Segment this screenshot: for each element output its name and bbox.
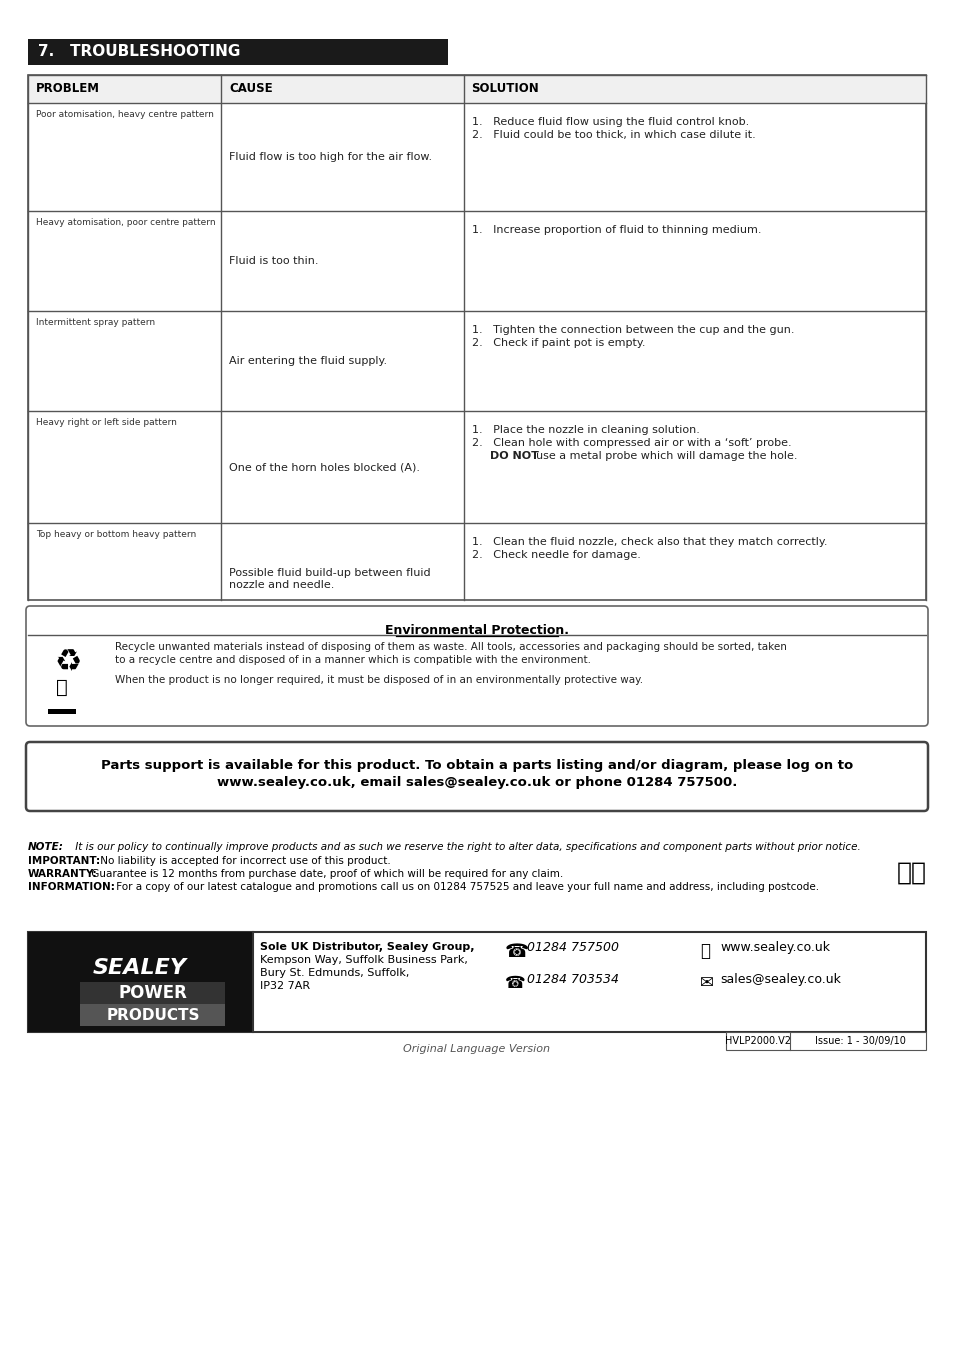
Text: 2.   Check needle for damage.: 2. Check needle for damage. — [471, 549, 639, 560]
Text: Issue: 1 - 30/09/10: Issue: 1 - 30/09/10 — [814, 1035, 904, 1046]
Text: IMPORTANT:: IMPORTANT: — [28, 856, 100, 865]
Text: Kempson Way, Suffolk Business Park,: Kempson Way, Suffolk Business Park, — [260, 954, 467, 965]
Text: No liability is accepted for incorrect use of this product.: No liability is accepted for incorrect u… — [97, 856, 391, 865]
FancyBboxPatch shape — [26, 743, 927, 811]
Bar — [725, 1031, 925, 1050]
Text: Poor atomisation, heavy centre pattern: Poor atomisation, heavy centre pattern — [36, 109, 213, 119]
Text: use a metal probe which will damage the hole.: use a metal probe which will damage the … — [535, 451, 796, 460]
Text: ✉: ✉ — [700, 973, 713, 992]
Text: Intermittent spray pattern: Intermittent spray pattern — [36, 319, 155, 327]
Text: Top heavy or bottom heavy pattern: Top heavy or bottom heavy pattern — [36, 531, 196, 539]
Text: When the product is no longer required, it must be disposed of in an environment: When the product is no longer required, … — [115, 675, 642, 684]
Text: DO NOT: DO NOT — [489, 451, 537, 460]
Text: PRODUCTS: PRODUCTS — [106, 1007, 199, 1022]
Text: Fluid flow is too high for the air flow.: Fluid flow is too high for the air flow. — [229, 153, 432, 162]
Text: NOTE:: NOTE: — [28, 842, 64, 852]
Text: Environmental Protection.: Environmental Protection. — [385, 624, 568, 637]
Bar — [28, 76, 925, 103]
Text: 1.   Place the nozzle in cleaning solution.: 1. Place the nozzle in cleaning solution… — [471, 425, 699, 435]
Text: Air entering the fluid supply.: Air entering the fluid supply. — [229, 356, 387, 366]
Text: One of the horn holes blocked (A).: One of the horn holes blocked (A). — [229, 462, 419, 472]
Text: IP32 7AR: IP32 7AR — [260, 981, 310, 991]
Text: 2.   Check if paint pot is empty.: 2. Check if paint pot is empty. — [471, 338, 644, 348]
Text: PROBLEM: PROBLEM — [36, 82, 100, 96]
Text: 01284 703534: 01284 703534 — [526, 973, 618, 985]
Text: ⛔: ⛔ — [56, 678, 68, 697]
Text: Possible fluid build-up between fluid
nozzle and needle.: Possible fluid build-up between fluid no… — [229, 568, 430, 590]
Text: WARRANTY:: WARRANTY: — [28, 869, 97, 879]
Text: ☎: ☎ — [504, 942, 529, 961]
Bar — [80, 981, 225, 1004]
Text: It is our policy to continually improve products and as such we reserve the righ: It is our policy to continually improve … — [71, 842, 860, 852]
Text: ♻: ♻ — [54, 648, 82, 676]
Text: ⒸⒺ: ⒸⒺ — [896, 863, 926, 886]
Text: Guarantee is 12 months from purchase date, proof of which will be required for a: Guarantee is 12 months from purchase dat… — [88, 869, 562, 879]
Text: SEALEY: SEALEY — [92, 958, 187, 977]
Bar — [80, 1004, 225, 1026]
Text: ☎: ☎ — [504, 973, 525, 992]
Text: to a recycle centre and disposed of in a manner which is compatible with the env: to a recycle centre and disposed of in a… — [115, 655, 590, 666]
Text: sales@sealey.co.uk: sales@sealey.co.uk — [720, 973, 840, 985]
Text: Sole UK Distributor, Sealey Group,: Sole UK Distributor, Sealey Group, — [260, 942, 474, 952]
Bar — [28, 76, 925, 599]
Text: 1.   Tighten the connection between the cup and the gun.: 1. Tighten the connection between the cu… — [471, 325, 793, 335]
Text: Heavy right or left side pattern: Heavy right or left side pattern — [36, 418, 176, 427]
Text: www.sealey.co.uk: www.sealey.co.uk — [720, 941, 829, 954]
Text: Recycle unwanted materials instead of disposing of them as waste. All tools, acc: Recycle unwanted materials instead of di… — [115, 643, 786, 652]
Text: 2.   Fluid could be too thick, in which case dilute it.: 2. Fluid could be too thick, in which ca… — [471, 130, 755, 140]
Text: SOLUTION: SOLUTION — [471, 82, 538, 96]
Text: 1.   Reduce fluid flow using the fluid control knob.: 1. Reduce fluid flow using the fluid con… — [471, 117, 748, 127]
Bar — [28, 931, 253, 1031]
Text: INFORMATION:: INFORMATION: — [28, 882, 114, 892]
FancyBboxPatch shape — [26, 606, 927, 726]
Text: www.sealey.co.uk, email sales@sealey.co.uk or phone 01284 757500.: www.sealey.co.uk, email sales@sealey.co.… — [216, 776, 737, 788]
Text: Parts support is available for this product. To obtain a parts listing and/or di: Parts support is available for this prod… — [101, 759, 852, 772]
Text: HVLP2000.V2: HVLP2000.V2 — [724, 1035, 790, 1046]
Bar — [48, 709, 76, 714]
Bar — [28, 39, 448, 65]
Text: CAUSE: CAUSE — [229, 82, 273, 96]
Text: Bury St. Edmunds, Suffolk,: Bury St. Edmunds, Suffolk, — [260, 968, 409, 977]
Text: 7.   TROUBLESHOOTING: 7. TROUBLESHOOTING — [38, 45, 240, 59]
Text: Original Language Version: Original Language Version — [403, 1044, 550, 1054]
Text: POWER: POWER — [118, 984, 187, 1002]
Text: 1.   Clean the fluid nozzle, check also that they match correctly.: 1. Clean the fluid nozzle, check also th… — [471, 537, 826, 547]
Text: 1.   Increase proportion of fluid to thinning medium.: 1. Increase proportion of fluid to thinn… — [471, 225, 760, 235]
Text: Fluid is too thin.: Fluid is too thin. — [229, 256, 318, 266]
Text: ⓦ: ⓦ — [700, 942, 709, 960]
Text: 2.   Clean hole with compressed air or with a ‘soft’ probe.: 2. Clean hole with compressed air or wit… — [471, 437, 790, 448]
Text: For a copy of our latest catalogue and promotions call us on 01284 757525 and le: For a copy of our latest catalogue and p… — [112, 882, 819, 892]
Text: Heavy atomisation, poor centre pattern: Heavy atomisation, poor centre pattern — [36, 217, 215, 227]
Text: 01284 757500: 01284 757500 — [526, 941, 618, 954]
Bar — [28, 931, 925, 1031]
